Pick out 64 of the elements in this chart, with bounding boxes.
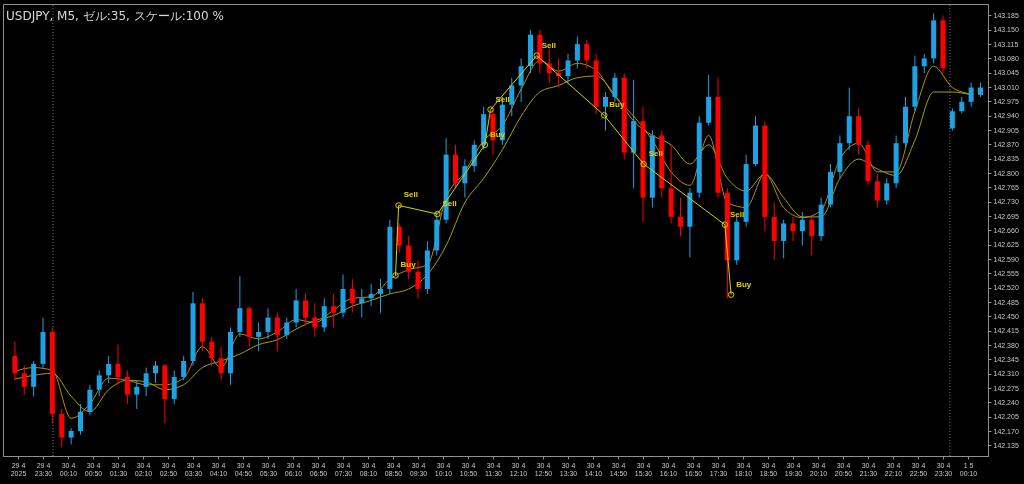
candlestick bbox=[31, 360, 37, 397]
candlestick bbox=[78, 403, 83, 436]
annotation: Sell bbox=[541, 40, 556, 50]
candlestick bbox=[284, 317, 290, 340]
candlestick bbox=[124, 369, 130, 405]
candlestick bbox=[153, 360, 158, 384]
point bbox=[721, 221, 729, 228]
candlestick bbox=[293, 288, 299, 328]
candlestick bbox=[565, 53, 571, 84]
candlestick bbox=[209, 336, 215, 367]
point bbox=[640, 160, 647, 168]
point bbox=[533, 52, 540, 59]
candlestick bbox=[181, 355, 187, 381]
candlestick bbox=[115, 344, 121, 386]
candlestick bbox=[59, 408, 65, 448]
candlestick bbox=[171, 369, 177, 405]
annotation: Buy bbox=[736, 279, 752, 289]
candlestick bbox=[574, 35, 580, 69]
candlestick bbox=[884, 177, 890, 206]
candlestick bbox=[809, 216, 815, 256]
candlestick bbox=[340, 274, 346, 319]
candlestick bbox=[949, 107, 955, 132]
annotation: Buy bbox=[489, 129, 506, 139]
candlestick bbox=[349, 278, 355, 314]
candlestick bbox=[790, 216, 796, 242]
candlestick bbox=[921, 53, 927, 74]
annotation: Sell bbox=[648, 149, 663, 159]
candlestick bbox=[612, 72, 618, 103]
candlestick bbox=[87, 384, 93, 416]
candlestick bbox=[12, 341, 18, 381]
chart-title: USDJPY, M5, ゼル:35, スケール:100 % bbox=[6, 8, 224, 23]
candlestick bbox=[584, 39, 590, 69]
candlestick bbox=[874, 173, 880, 208]
candlestick bbox=[237, 275, 243, 338]
candlestick bbox=[781, 219, 787, 259]
annotation: Sell bbox=[729, 209, 745, 219]
candlestick bbox=[303, 293, 308, 326]
candlestick bbox=[968, 82, 974, 108]
candlestick bbox=[68, 427, 74, 446]
point bbox=[395, 202, 402, 209]
candlestick bbox=[331, 293, 337, 328]
candlestick bbox=[143, 367, 149, 397]
candlestick bbox=[21, 365, 27, 396]
annotation: Sell bbox=[403, 190, 418, 200]
candlestick bbox=[274, 312, 280, 352]
candlestick bbox=[359, 288, 365, 319]
candlestick bbox=[678, 197, 683, 237]
candlestick bbox=[96, 369, 102, 397]
point bbox=[601, 112, 608, 119]
candlestick bbox=[415, 259, 421, 299]
candlestick bbox=[265, 307, 271, 340]
candlestick bbox=[256, 322, 262, 352]
point bbox=[487, 106, 494, 113]
candlestick bbox=[218, 346, 224, 381]
candlestick bbox=[134, 379, 140, 410]
candlestick bbox=[799, 211, 805, 247]
point bbox=[434, 210, 441, 218]
candlestick bbox=[106, 355, 112, 384]
candlestick bbox=[509, 77, 515, 117]
candlestick bbox=[321, 297, 327, 333]
point bbox=[481, 141, 489, 149]
candlestick bbox=[312, 302, 318, 338]
candlestick bbox=[378, 278, 383, 314]
candlestick bbox=[603, 91, 608, 132]
